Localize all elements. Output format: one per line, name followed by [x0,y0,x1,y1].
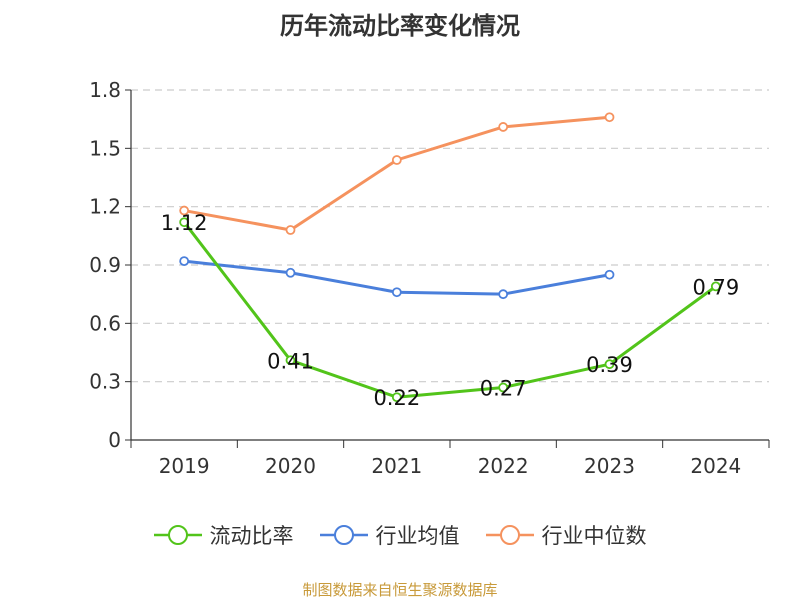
legend-label: 行业均值 [375,524,460,548]
x-tick-label: 2022 [478,454,529,478]
data-point [179,217,190,228]
x-tick-label: 2023 [584,454,635,478]
y-tick-label: 1.5 [89,136,121,160]
y-tick-label: 0.9 [89,253,121,277]
legend-swatch-marker [167,525,188,545]
data-point [285,267,296,278]
data-label: 0.39 [586,353,633,377]
data-label: 0.27 [480,377,527,401]
data-label: 0.41 [267,349,314,373]
data-label: 1.12 [161,211,208,235]
data-point [179,256,190,267]
chart-title: 历年流动比率变化情况 [280,12,520,40]
source-note: 制图数据来自恒生聚源数据库 [302,581,498,599]
data-label: 0.79 [692,275,739,299]
data-point [179,205,190,216]
x-tick-label: 2024 [690,454,741,478]
y-tick-label: 0.3 [89,370,121,394]
y-tick-label: 0.6 [89,311,121,335]
data-point [391,287,402,298]
series-line [183,115,610,232]
legend-label: 流动比率 [209,524,294,548]
legend-label: 行业中位数 [541,524,647,548]
x-tick-label: 2021 [371,454,422,478]
series-lines [179,112,721,403]
data-point [498,382,509,393]
y-tick-label: 0 [108,428,121,452]
legend-item[interactable]: 行业均值 [319,520,460,550]
y-tick-label: 1.8 [89,78,121,102]
x-tick-label: 2019 [159,454,210,478]
series-line [182,221,717,399]
legend-swatch [319,525,368,545]
data-point [391,392,402,403]
data-labels: 1.12 0.41 0.22 0.27 0.39 0.79 [161,211,739,410]
legend-item[interactable]: 行业中位数 [485,520,647,550]
legend-swatch [153,525,202,545]
data-point [285,225,296,235]
data-point [498,122,509,132]
data-point [498,289,509,300]
axes: 0 0.3 0.6 0.9 1.2 1.5 1.8 2019 2020 2021 2022 2023 2… [89,78,770,478]
data-label: 0.22 [373,386,420,410]
grid-lines [131,89,769,383]
line-chart: 0 0.3 0.6 0.9 1.2 1.5 1.8 2019 2020 2021 2022 2023 2… [89,78,770,478]
legend-swatch [485,525,534,545]
data-point [285,355,296,366]
legend-item[interactable]: 流动比率 [153,520,294,550]
data-point [604,359,615,370]
x-tick-label: 2020 [265,454,316,478]
data-point [391,155,402,165]
data-point [604,112,615,123]
legend: 流动比率 行业均值 行业中位数 [0,520,800,550]
legend-swatch-marker [499,525,520,545]
legend-swatch-marker [333,525,354,545]
y-tick-label: 1.2 [89,195,121,219]
data-point [710,281,721,292]
data-point [604,269,615,280]
